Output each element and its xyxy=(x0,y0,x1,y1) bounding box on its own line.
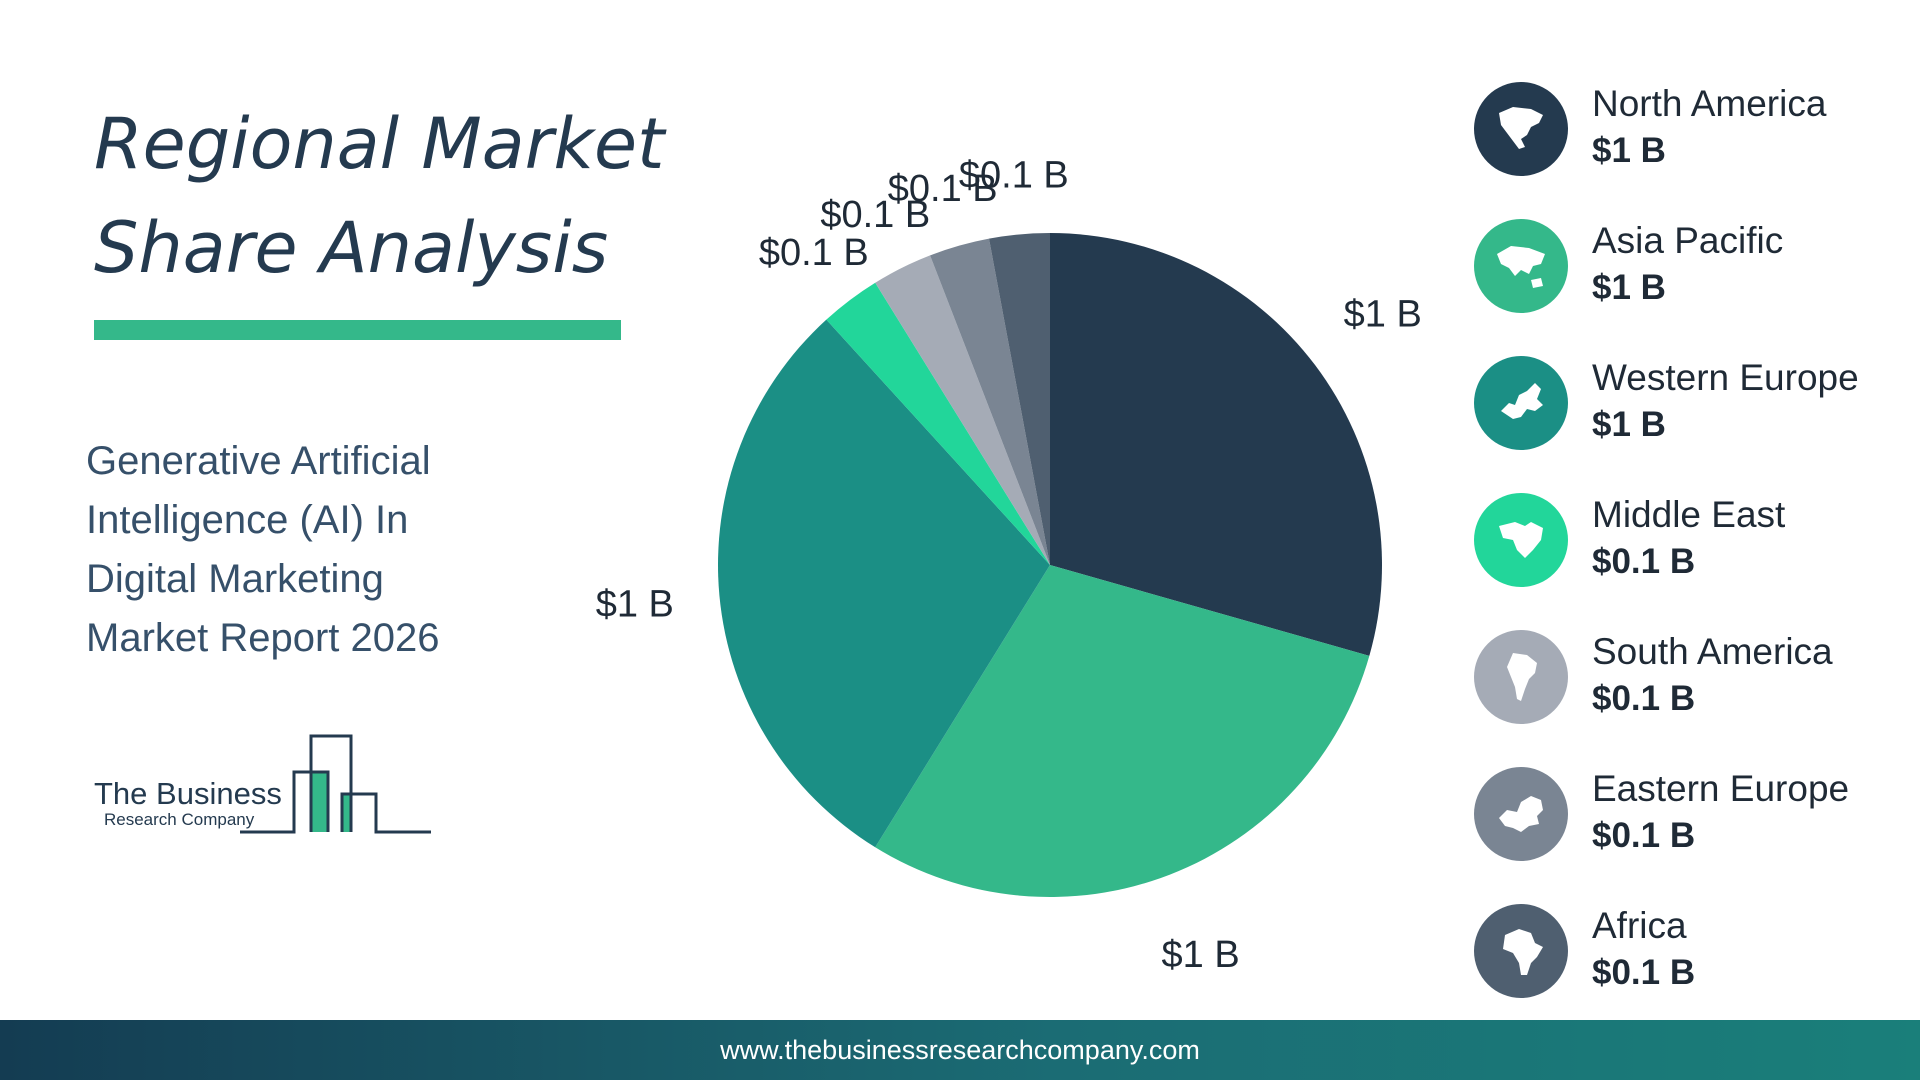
pie-label-asia-pacific: $1 B xyxy=(1162,934,1240,976)
pie-label-north-america: $1 B xyxy=(1344,294,1422,336)
report-subtitle: Generative Artificial Intelligence (AI) … xyxy=(86,432,506,668)
pie-slice-africa xyxy=(988,233,1050,565)
legend-item-south-america: South America $0.1 B xyxy=(1474,630,1914,767)
pie-slice-middle-east xyxy=(826,282,1050,565)
eastern-europe-map-icon xyxy=(1474,767,1568,861)
subtitle-line-1: Generative Artificial xyxy=(86,439,431,483)
legend-value: $1 B xyxy=(1592,405,1666,444)
logo-name-line-2: Research Company xyxy=(104,810,255,829)
legend-item-north-america: North America $1 B xyxy=(1474,82,1914,219)
chart-legend: North America $1 B Asia Pacific $1 B Wes… xyxy=(1474,82,1914,1041)
pie-data-labels: $1 B$1 B$1 B$0.1 B$0.1 B$0.1 B$0.1 B xyxy=(596,155,1422,976)
pie-slice-eastern-europe xyxy=(930,238,1050,565)
legend-value: $1 B xyxy=(1592,131,1666,170)
title-line-1: Regional Market xyxy=(94,103,665,185)
pie-label-middle-east: $0.1 B xyxy=(759,232,869,274)
legend-item-middle-east: Middle East $0.1 B xyxy=(1474,493,1914,630)
legend-value: $1 B xyxy=(1592,268,1666,307)
legend-label: Eastern Europe xyxy=(1592,768,1850,809)
pie-label-south-america: $0.1 B xyxy=(820,194,930,236)
logo-bars-icon xyxy=(240,734,431,834)
legend-value: $0.1 B xyxy=(1592,679,1696,718)
legend-label: South America xyxy=(1592,631,1833,672)
pie-slice-north-america xyxy=(1050,233,1382,656)
legend-label: Middle East xyxy=(1592,494,1786,535)
pie-slices xyxy=(718,233,1382,897)
page-title: Regional Market Share Analysis xyxy=(94,92,665,300)
pie-label-africa: $0.1 B xyxy=(959,155,1069,197)
title-underline xyxy=(94,320,621,340)
pie-label-western-europe: $1 B xyxy=(596,583,674,625)
footer-website-link[interactable]: www.thebusinessresearchcompany.com xyxy=(720,1035,1200,1065)
legend-item-western-europe: Western Europe $1 B xyxy=(1474,356,1914,493)
subtitle-line-3: Digital Marketing xyxy=(86,557,384,601)
legend-label: North America xyxy=(1592,83,1827,124)
pie-slice-asia-pacific xyxy=(875,565,1370,897)
legend-value: $0.1 B xyxy=(1592,542,1696,581)
footer-bar: www.thebusinessresearchcompany.com xyxy=(0,1020,1920,1080)
legend-item-africa: Africa $0.1 B xyxy=(1474,904,1914,1041)
subtitle-line-4: Market Report 2026 xyxy=(86,616,440,660)
legend-label: Africa xyxy=(1592,905,1687,946)
legend-label: Western Europe xyxy=(1592,357,1859,398)
middle-east-map-icon xyxy=(1474,493,1568,587)
pie-label-eastern-europe: $0.1 B xyxy=(888,168,998,210)
legend-item-eastern-europe: Eastern Europe $0.1 B xyxy=(1474,767,1914,904)
asia-pacific-map-icon xyxy=(1474,219,1568,313)
regional-pie-chart: $1 B$1 B$1 B$0.1 B$0.1 B$0.1 B$0.1 B xyxy=(596,155,1422,976)
legend-item-asia-pacific: Asia Pacific $1 B xyxy=(1474,219,1914,356)
logo-name-line-1: The Business xyxy=(94,776,282,811)
africa-map-icon xyxy=(1474,904,1568,998)
title-line-2: Share Analysis xyxy=(94,207,609,289)
subtitle-line-2: Intelligence (AI) In xyxy=(86,498,409,542)
south-america-map-icon xyxy=(1474,630,1568,724)
pie-slice-south-america xyxy=(875,255,1050,565)
pie-slice-western-europe xyxy=(718,319,1050,848)
legend-label: Asia Pacific xyxy=(1592,220,1784,261)
company-logo: The Business Research Company xyxy=(90,728,440,848)
legend-value: $0.1 B xyxy=(1592,816,1696,855)
legend-value: $0.1 B xyxy=(1592,953,1696,992)
western-europe-map-icon xyxy=(1474,356,1568,450)
north-america-map-icon xyxy=(1474,82,1568,176)
